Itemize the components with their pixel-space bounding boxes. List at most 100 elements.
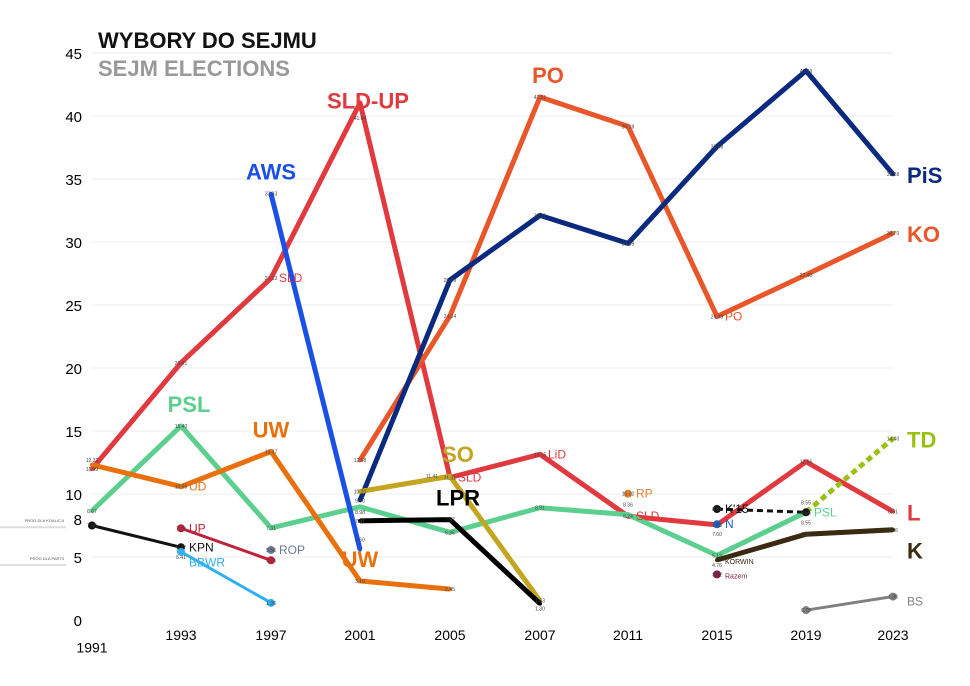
data-point [358,458,362,463]
y-tick-label: 8 [74,512,82,529]
series-label: ROP [279,543,305,557]
y-tick-label: 45 [65,46,82,63]
series-label: SLD [636,509,660,523]
series-label: BS [907,595,923,609]
data-label: 1.36 [266,601,276,607]
data-label: 14.40 [887,437,900,443]
data-point [891,172,895,177]
data-label: 8.24 [623,514,633,520]
data-point [358,504,362,509]
series-line-sld [90,100,895,528]
data-point [358,100,362,105]
data-label: 7.31 [266,526,276,532]
series-label: SO [442,442,474,467]
x-tick-label: 2015 [701,627,732,643]
data-point [448,517,452,522]
data-label: 0.78 [801,608,811,614]
data-point [177,524,185,533]
y-tick-label: 25 [65,298,82,315]
series-label: AWS [246,160,296,185]
series-label: PSL [814,505,837,519]
data-point [179,484,183,489]
data-label: 8.81 [712,507,722,513]
data-point [538,601,542,606]
series-label: LPR [436,486,480,511]
data-point [626,124,630,129]
y-tick-label: 5 [74,550,82,567]
data-point [90,466,94,471]
data-point [715,144,719,149]
data-point [177,547,185,556]
data-label: 7.55 [712,523,722,529]
data-point [358,489,362,494]
series-label: PO [725,309,742,323]
data-point [802,606,810,615]
series-line-kpn [91,524,182,549]
series-line-up [180,526,272,562]
data-label: 10.02 [622,492,635,498]
data-label: 1.53 [535,599,545,605]
chart-title: WYBORY DO SEJMU [98,28,317,53]
series-line-bbwr [180,550,272,605]
data-label: 5.41 [176,555,186,561]
data-label: 8.61 [888,510,898,516]
data-label: 11.31 [444,475,456,481]
series-label: BBWR [189,556,225,570]
data-label: 8.67 [87,509,97,515]
series-label: PSL [168,392,211,417]
data-label: 35.38 [887,172,900,178]
chart-subtitle: SEJM ELECTIONS [98,56,290,81]
x-tick-label: 2023 [877,627,908,643]
data-label: 5.60 [355,537,365,543]
data-label: 43.59 [800,69,813,75]
x-tick-label: 2011 [613,627,643,643]
series-label: N [725,517,734,531]
x-tick-label: 1997 [255,627,286,643]
x-tick-label: 2019 [790,627,821,643]
series-label: LiD [548,447,566,461]
data-point [358,498,362,503]
data-point [891,436,895,441]
series-label: UD [189,480,207,494]
data-label: 20.41 [175,361,188,367]
data-label: 8.55 [801,510,811,516]
data-point [891,509,895,514]
data-label: 5.77 [176,545,186,551]
series-label: PiS [907,163,942,188]
data-label: 24.14 [444,314,457,320]
data-label: 2.45 [445,587,455,593]
data-label: 27.13 [265,276,278,282]
data-label: 10.20 [354,489,367,495]
data-point [269,525,273,530]
data-label: 33.83 [265,192,278,198]
data-point [713,504,721,513]
x-tick-label: 1991 [76,640,107,656]
data-point [267,556,275,565]
data-label: 1.86 [888,595,898,601]
series-label: UW [253,418,290,443]
series-label: SLD-UP [327,89,409,114]
data-point [179,423,183,428]
data-point [358,547,362,552]
data-label: 26.99 [444,278,457,284]
data-label: 37.58 [711,144,724,150]
data-label: 13.15 [534,452,547,458]
data-label: 3.10 [355,579,365,585]
data-point [90,462,94,467]
data-label: 15.40 [175,424,188,430]
data-label: 12.56 [800,460,813,466]
data-label: 8.98 [355,510,365,516]
data-point [804,532,808,537]
data-point [448,277,452,282]
data-point [802,508,810,517]
data-point [804,459,808,464]
data-label: 7.97 [445,518,455,524]
data-label: 1.30 [535,607,545,613]
data-label: 8.36 [623,503,633,509]
data-label: 3.62 [712,572,722,578]
data-point [448,530,452,535]
y-tick-label: 15 [65,424,82,441]
series-line-bs [805,595,894,612]
